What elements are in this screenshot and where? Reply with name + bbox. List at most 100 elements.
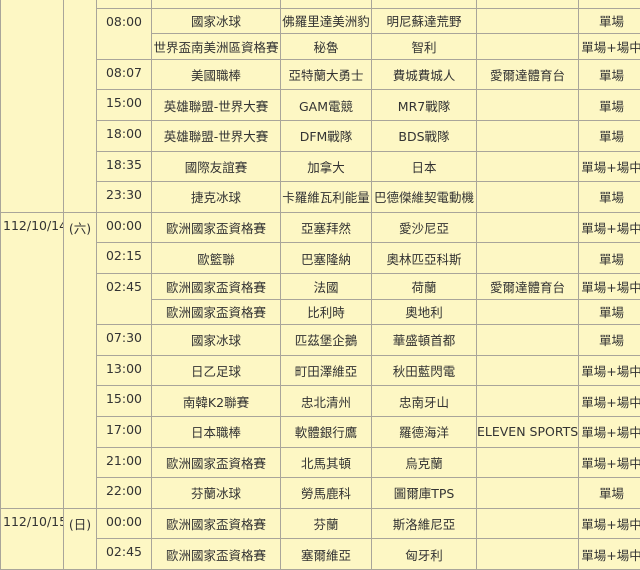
bet-type-cell [579,0,640,8]
time-cell: 18:00 [97,120,152,151]
away-team-cell: MR7戰隊 [372,90,477,121]
weekday-cell: (日) [64,508,97,569]
away-team-cell: 忠南牙山 [372,386,477,417]
away-team-cell: BDS戰隊 [372,120,477,151]
time-cell: 15:00 [97,90,152,121]
league-cell: 歐洲國家盃資格賽 [152,447,281,478]
bet-type-cell: 單場 [579,120,640,151]
time-cell: 23:30 [97,182,152,213]
league-cell: 英雄聯盟-世界大賽 [152,120,281,151]
league-cell: 英雄聯盟-世界大賽 [152,90,281,121]
time-cell: 08:07 [97,59,152,90]
bet-type-cell: 單場 [579,299,640,325]
home-team-cell: 北馬其頓 [281,447,372,478]
weekday-cell: (六) [64,212,97,508]
bet-type-cell: 單場+場中 [579,508,640,539]
home-team-cell: 町田澤維亞 [281,355,372,386]
away-team-cell: 圖爾庫TPS [372,478,477,509]
channel-cell [477,478,579,509]
league-cell [152,0,281,8]
away-team-cell: 秋田藍閃電 [372,355,477,386]
channel-cell [477,386,579,417]
time-cell: 02:15 [97,243,152,274]
league-cell: 芬蘭冰球 [152,478,281,509]
home-team-cell: 勞馬鹿科 [281,478,372,509]
bet-type-cell: 單場+場中 [579,212,640,243]
league-cell: 世界盃南美洲區資格賽 [152,34,281,60]
bet-type-cell: 單場+場中 [579,416,640,447]
home-team-cell: 亞塞拜然 [281,212,372,243]
channel-cell [477,8,579,34]
league-cell: 歐洲國家盃資格賽 [152,508,281,539]
channel-cell [477,325,579,356]
channel-cell [477,539,579,570]
time-cell: 13:00 [97,355,152,386]
bet-type-cell: 單場 [579,325,640,356]
home-team-cell: 軟體銀行鷹 [281,416,372,447]
channel-cell [477,212,579,243]
league-cell: 南韓K2聯賽 [152,386,281,417]
time-cell: 22:00 [97,478,152,509]
home-team-cell: 匹茲堡企鵝 [281,325,372,356]
bet-type-cell: 單場+場中 [579,151,640,182]
league-cell: 日本職棒 [152,416,281,447]
date-cell [1,0,64,212]
channel-cell: 愛爾達體育台 [477,273,579,299]
league-cell: 歐洲國家盃資格賽 [152,212,281,243]
channel-cell [477,355,579,386]
channel-cell [477,90,579,121]
away-team-cell: 華盛頓首都 [372,325,477,356]
away-team-cell: 智利 [372,34,477,60]
channel-cell: 愛爾達體育台 [477,59,579,90]
league-cell: 國家冰球 [152,325,281,356]
home-team-cell: 秘魯 [281,34,372,60]
home-team-cell: 忠北清州 [281,386,372,417]
bet-type-cell: 單場 [579,8,640,34]
away-team-cell: 明尼蘇達荒野 [372,8,477,34]
time-cell: 00:00 [97,508,152,539]
time-cell: 02:45 [97,539,152,570]
league-cell: 捷克冰球 [152,182,281,213]
home-team-cell: 法國 [281,273,372,299]
time-cell: 15:00 [97,386,152,417]
league-cell: 歐洲國家盃資格賽 [152,539,281,570]
away-team-cell: 匈牙利 [372,539,477,570]
bet-type-cell: 單場 [579,59,640,90]
time-cell [97,0,152,8]
channel-cell [477,120,579,151]
bet-type-cell: 單場 [579,478,640,509]
home-team-cell: 巴塞隆納 [281,243,372,274]
home-team-cell: GAM電競 [281,90,372,121]
home-team-cell: 塞爾維亞 [281,539,372,570]
bet-type-cell: 單場+場中 [579,539,640,570]
channel-cell [477,447,579,478]
date-cell: 112/10/14 [1,212,64,508]
table-row [1,0,640,8]
league-cell: 日乙足球 [152,355,281,386]
weekday-cell [64,0,97,212]
bet-type-cell: 單場 [579,90,640,121]
bet-type-cell: 單場+場中 [579,447,640,478]
away-team-cell: 奧林匹亞科斯 [372,243,477,274]
channel-cell [477,34,579,60]
league-cell: 國家冰球 [152,8,281,34]
league-cell: 歐洲國家盃資格賽 [152,273,281,299]
channel-cell [477,299,579,325]
home-team-cell: 芬蘭 [281,508,372,539]
league-cell: 美國職棒 [152,59,281,90]
away-team-cell: 羅德海洋 [372,416,477,447]
